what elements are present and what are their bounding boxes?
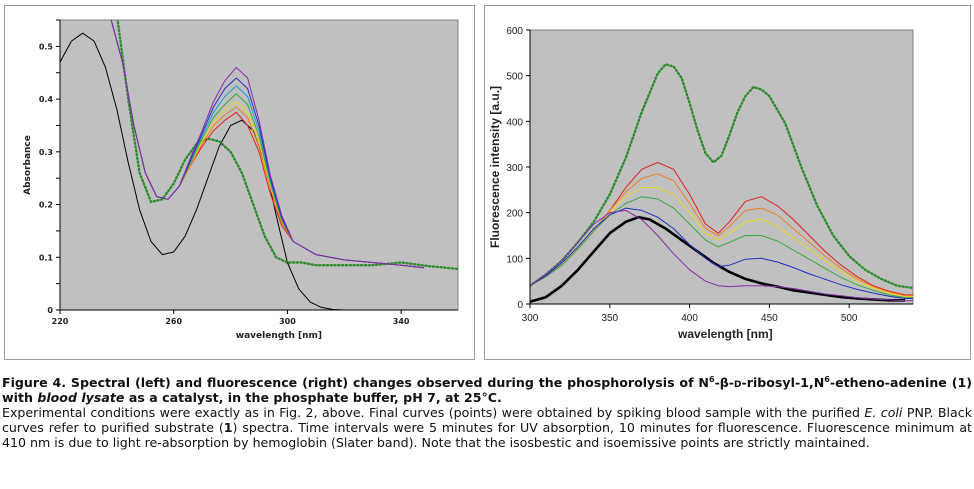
y-tick-label: 0 [517, 300, 523, 311]
fluorescence-chart: 0 100 200 300 400 500 600 300 350 400 450 500 wavele… [488, 26, 914, 341]
caption-heading: Figure 4. Spectral (left) and fluorescen… [2, 375, 972, 405]
y-tick-label: 0.2 [39, 201, 53, 210]
absorbance-chart: 0 0.1 0.2 0.3 0.4 0.5 220 260 300 340 wavelength [… [23, 19, 459, 341]
caption-superscript: 6 [708, 374, 715, 384]
caption-superscript: 6 [824, 374, 830, 384]
x-tick-label: 450 [761, 313, 778, 324]
y-tick-label: 0.4 [39, 95, 54, 104]
caption-body: Experimental conditions were exactly as … [2, 405, 972, 450]
y-tick-label: 0.3 [39, 148, 53, 157]
y-tick-label: 100 [506, 254, 523, 265]
series-line [116, 20, 458, 271]
y-tick-label: 0 [47, 306, 53, 315]
x-tick-label: 300 [522, 313, 539, 324]
series-line [60, 32, 345, 310]
absorbance-chart-panel: 0 0.1 0.2 0.3 0.4 0.5 220 260 300 340 wavelength [… [4, 5, 475, 360]
caption-heading-text: -ribosyl-1,N [741, 375, 825, 390]
caption-heading-italic: blood lysate [37, 390, 125, 405]
series-group [530, 62, 913, 303]
fluorescence-chart-panel: 0 100 200 300 400 500 600 300 350 400 450 500 wavele… [484, 5, 971, 360]
series-line [530, 62, 913, 290]
x-tick-label: 350 [601, 313, 618, 324]
plot-area [59, 19, 459, 311]
series-line [110, 20, 424, 269]
caption-body-text: Experimental conditions were exactly as … [2, 405, 865, 420]
x-tick-label: 300 [279, 317, 296, 326]
y-tick-label: 300 [506, 163, 523, 174]
caption-heading-text: -etheno-adenine (1) with [2, 375, 972, 405]
y-tick-label: 0.1 [39, 253, 54, 262]
y-tick-label: 0.5 [39, 42, 54, 51]
caption-body-text: ) spectra. Time intervals were 5 minutes… [2, 420, 972, 450]
caption-heading-text: Figure 4. Spectral (left) and fluorescen… [2, 375, 709, 390]
x-tick-label: 260 [165, 317, 182, 326]
caption-heading-text: d [734, 375, 742, 390]
x-tick-label: 400 [681, 313, 698, 324]
x-axis-label: wavelength [nm] [677, 327, 773, 341]
caption-body-bold: 1 [223, 420, 233, 435]
y-tick-label: 200 [506, 209, 523, 220]
y-tick-label: 500 [506, 72, 523, 83]
y-tick-label: 400 [506, 117, 523, 128]
x-axis-label: wavelength [nm] [236, 331, 322, 341]
y-axis-label: Absorbance [23, 135, 33, 195]
series-line [530, 207, 913, 299]
y-axis-label: Fluorescence intensity [a.u.] [488, 86, 502, 248]
figure-caption: Figure 4. Spectral (left) and fluorescen… [2, 375, 972, 450]
x-tick-label: 220 [52, 317, 69, 326]
series-group [60, 20, 458, 310]
plot-area [529, 29, 914, 305]
x-tick-label: 500 [841, 313, 858, 324]
caption-heading-text: -β- [714, 375, 735, 390]
series-line [530, 209, 913, 302]
x-tick-label: 340 [393, 317, 410, 326]
y-tick-label: 600 [506, 26, 523, 37]
series-line [530, 196, 913, 299]
caption-heading-text: as a catalyst, in the phosphate buffer, … [124, 390, 502, 405]
caption-body-text: PNP. Black curves refer to purified subs… [2, 405, 972, 435]
caption-body-italic: E. coli [864, 405, 903, 420]
